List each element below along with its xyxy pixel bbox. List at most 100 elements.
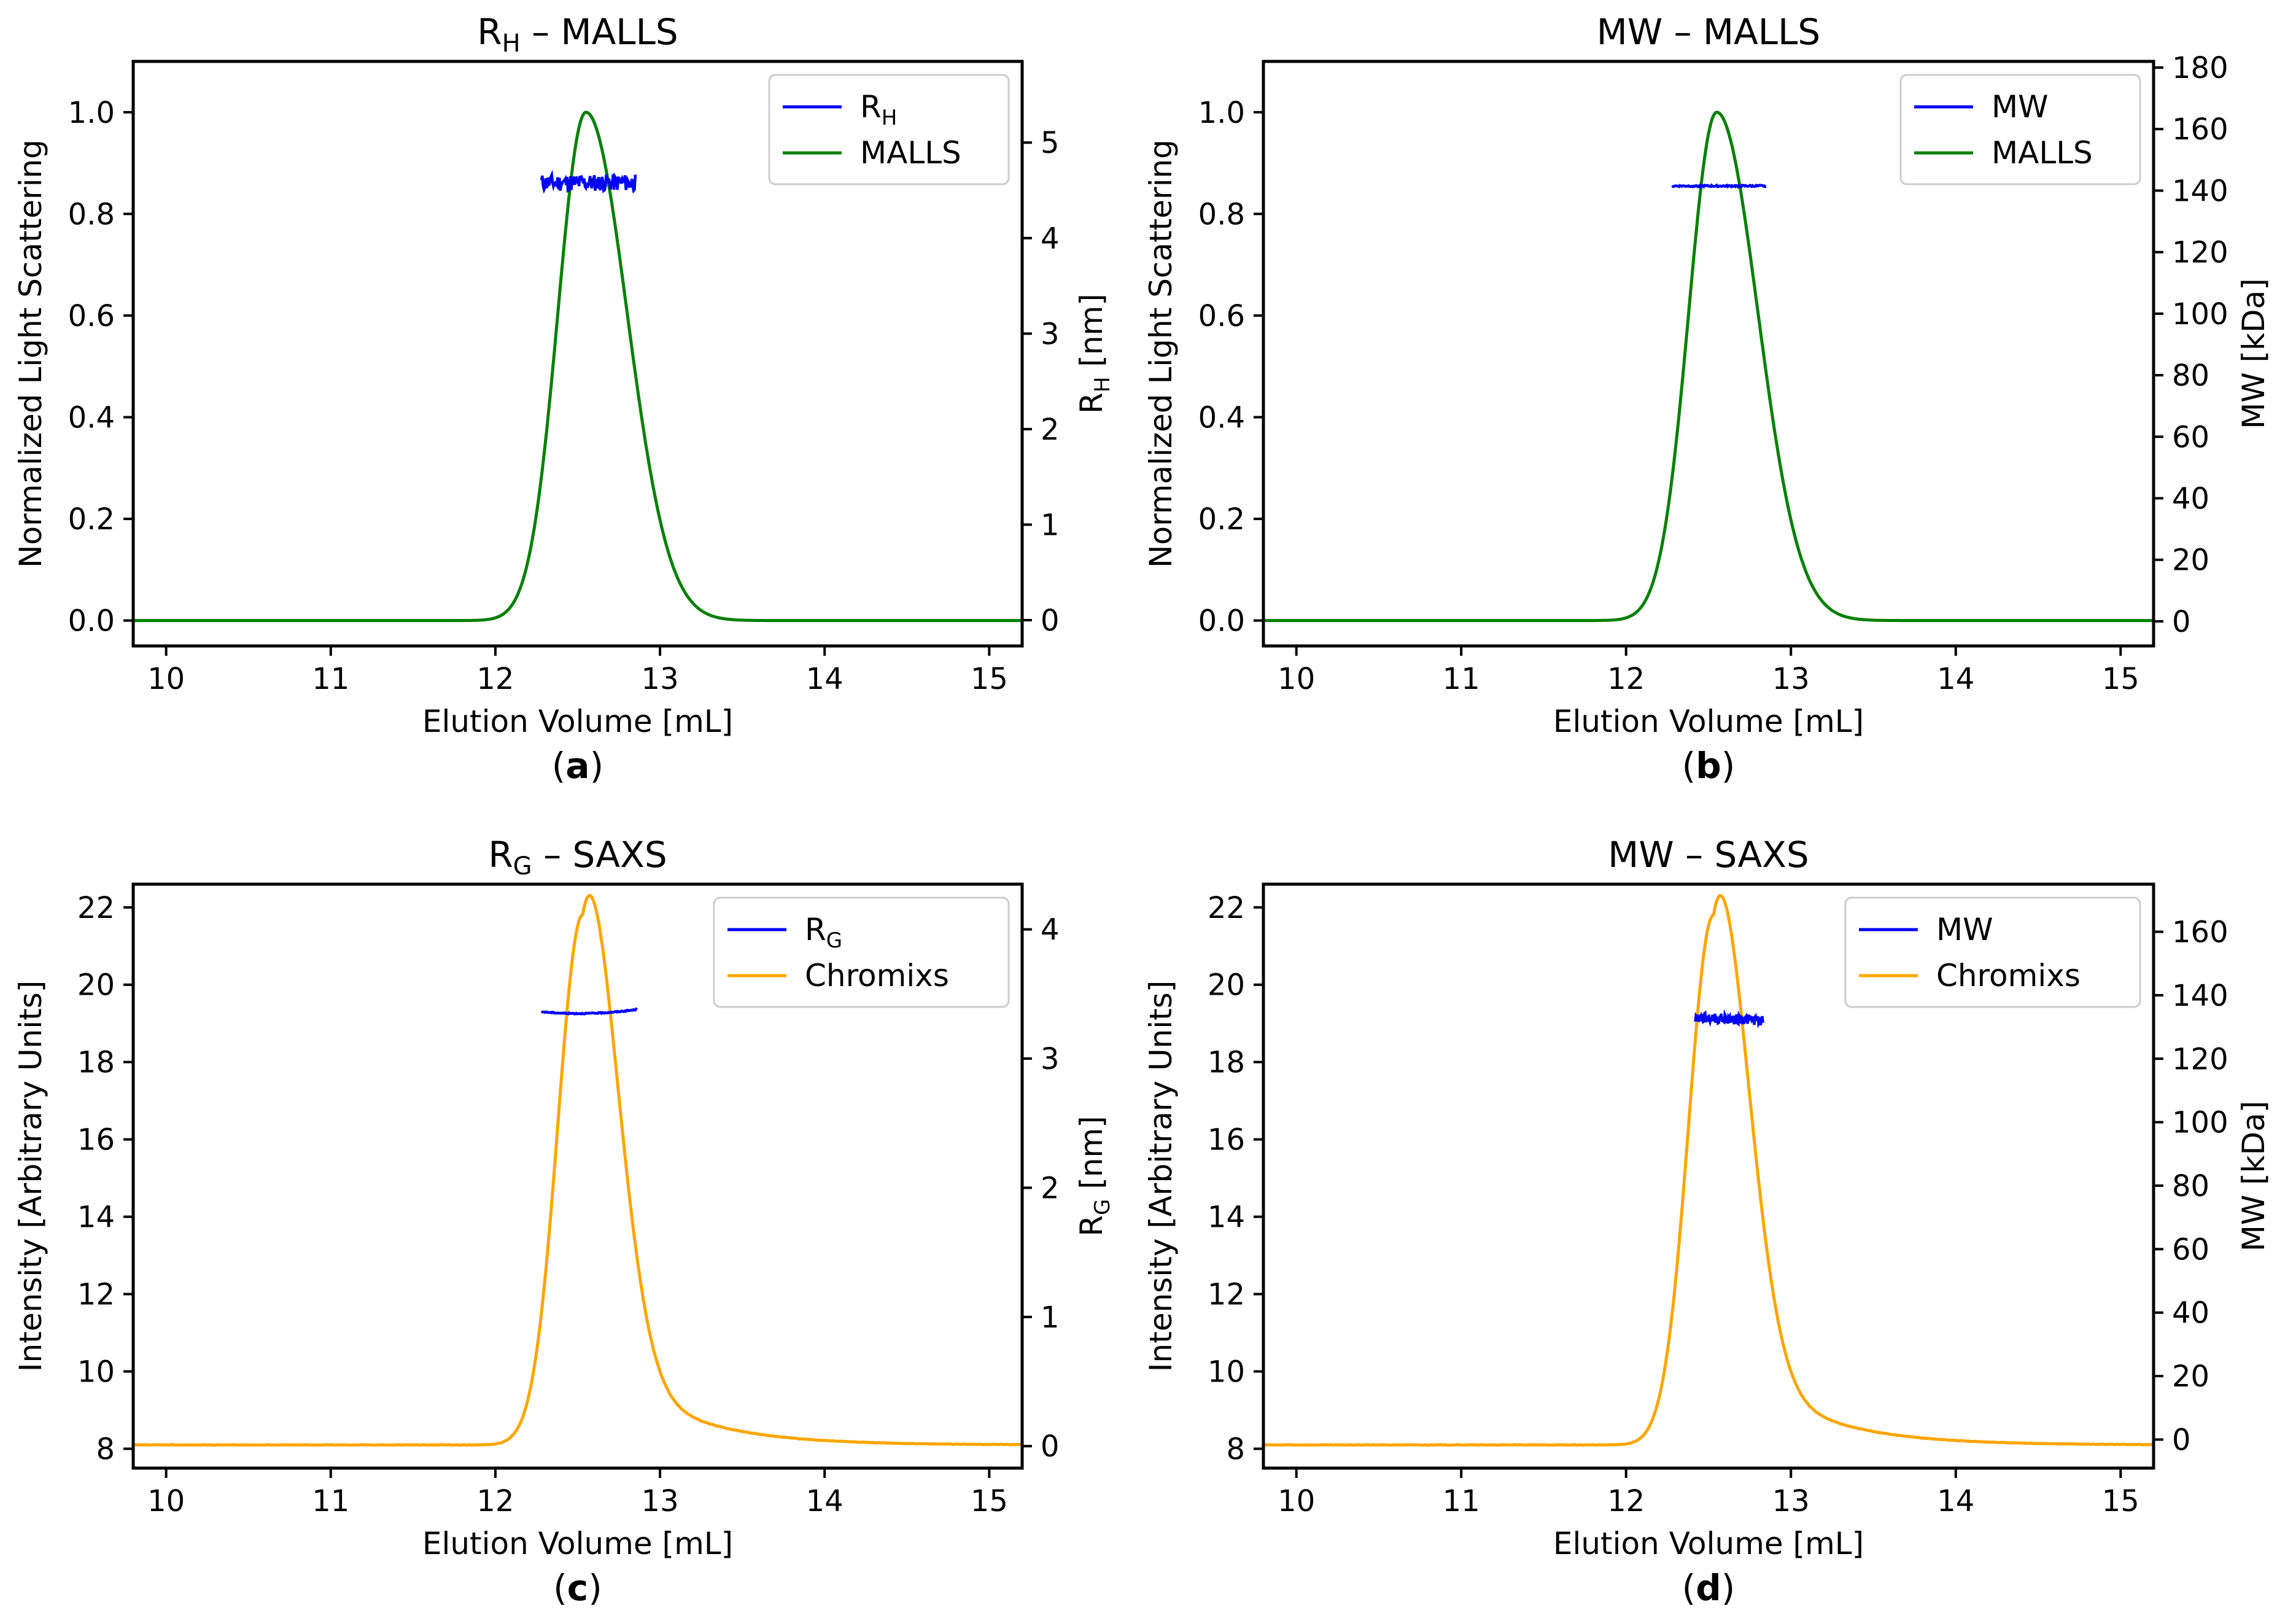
legend-label-main: Chromixs: [1936, 958, 2081, 993]
x-tick-label: 15: [971, 1484, 1008, 1518]
x-tick-label: 13: [642, 1484, 679, 1518]
y-tick-label: 1.0: [68, 96, 115, 130]
panel-caption: (a): [552, 745, 603, 787]
y2-tick-label: 2: [1041, 413, 1060, 447]
caption-letter: d: [1696, 1567, 1721, 1609]
x-tick-label: 15: [2102, 1484, 2139, 1518]
x-tick-label: 12: [476, 662, 514, 696]
series-rg-line: [540, 1007, 638, 1016]
legend-label-main: MW: [1936, 912, 1993, 947]
x-tick-label: 12: [1607, 1484, 1645, 1518]
caption-letter: a: [565, 745, 589, 787]
y2-tick-label: 80: [2172, 359, 2209, 393]
legend-label-main: MW: [1992, 89, 2049, 125]
x-tick-label: 13: [1772, 1484, 1810, 1518]
legend-label-sub: H: [882, 106, 898, 130]
x-tick-label: 10: [147, 1484, 185, 1518]
y2-tick-label: 20: [2172, 543, 2209, 578]
x-tick-label: 11: [312, 1484, 349, 1518]
y2-tick-label: 4: [1041, 913, 1060, 947]
y2-tick-label: 2: [1041, 1171, 1060, 1205]
y2-axis-label-sub: H: [1090, 376, 1115, 392]
y2-tick-label: 5: [1041, 126, 1060, 160]
legend-box: [768, 74, 1010, 185]
chart-title-sub: G: [513, 852, 532, 880]
series-malls-line: [133, 111, 1022, 623]
y2-tick-label: 120: [2172, 1042, 2228, 1076]
y-tick-label: 14: [1208, 1200, 1245, 1235]
chart-title-main: R: [477, 11, 502, 53]
caption-close: ): [588, 1567, 602, 1609]
y-tick-label: 12: [77, 1278, 115, 1312]
chart-title-sub: H: [502, 29, 521, 58]
y2-axis-label-main: MW [kDa]: [2236, 278, 2271, 429]
x-tick-label: 14: [1937, 662, 1974, 696]
caption-close: ): [1721, 1567, 1736, 1609]
axes-frame: [131, 882, 1024, 1470]
chart-title: MW – SAXS: [1608, 834, 1809, 876]
y2-tick-label: 140: [2172, 979, 2228, 1013]
y-tick-label: 18: [77, 1046, 115, 1080]
y-tick-label: 22: [77, 891, 115, 925]
legend-label: RG: [805, 912, 842, 953]
x-tick-label: 12: [1607, 662, 1645, 696]
y-tick-label: 0.6: [68, 299, 115, 333]
chart-title: RG – SAXS: [488, 834, 667, 880]
chart-title-main: MW – MALLS: [1597, 11, 1820, 53]
x-tick-label: 10: [1278, 662, 1315, 696]
panel-b: 10 11 12 13 14 15 0.0 0.2 0.4 0.6 0.8 1.0 0 20 40 60 80 1…: [1143, 11, 2271, 787]
y2-tick-label: 140: [2172, 174, 2228, 208]
series-malls-line: [1263, 111, 2154, 623]
series-mw-line: [1694, 1009, 1764, 1028]
x-tick-label: 12: [476, 1484, 514, 1518]
x-tick-label: 10: [147, 662, 185, 696]
x-tick-label: 14: [1937, 1484, 1974, 1518]
legend-label-main: Chromixs: [805, 958, 949, 993]
x-axis-label: Elution Volume [mL]: [422, 704, 733, 739]
legend-label: MW: [1936, 912, 1993, 947]
y-tick-label: 20: [77, 968, 115, 1003]
y2-tick-label: 180: [2172, 51, 2228, 85]
y2-tick-label: 20: [2172, 1359, 2209, 1394]
y-tick-label: 0.8: [68, 197, 115, 231]
y2-tick-label: 0: [2172, 1423, 2191, 1457]
y2-axis-label-rest: [nm]: [1074, 293, 1109, 376]
axes-frame: [131, 60, 1024, 648]
axes-frame: [1262, 882, 2155, 1470]
legend-label-main: MALLS: [860, 135, 961, 171]
panel-d: 10 11 12 13 14 15 8 10 12 14 16 18 20 22 0 20 40 60 80 100 1…: [1143, 834, 2271, 1609]
y-tick-label: 0.0: [68, 604, 115, 639]
x-axis-label: Elution Volume [mL]: [1553, 1526, 1864, 1561]
caption-open: (: [1682, 745, 1696, 787]
series-rh-line: [540, 169, 637, 194]
legend-label: MW: [1992, 89, 2049, 125]
y2-axis-label-main: R: [1074, 392, 1109, 414]
x-tick-label: 11: [312, 662, 349, 696]
y-axis-label: Normalized Light Scattering: [13, 139, 48, 568]
series-mw-line: [1671, 182, 1767, 189]
y2-tick-label: 1: [1041, 508, 1060, 542]
y2-tick-label: 40: [2172, 1296, 2209, 1331]
y-tick-label: 10: [1208, 1355, 1245, 1390]
chart-title-rest: – SAXS: [532, 834, 667, 876]
y-tick-label: 20: [1208, 968, 1245, 1003]
chart-title: RH – MALLS: [477, 11, 678, 58]
x-tick-label: 15: [2102, 662, 2139, 696]
y-axis-label: Normalized Light Scattering: [1143, 139, 1179, 568]
y-tick-label: 0.8: [1198, 197, 1245, 231]
axes-frame: [1262, 60, 2155, 648]
legend-label: Chromixs: [1936, 958, 2081, 993]
y2-tick-label: 100: [2172, 1106, 2228, 1140]
y-tick-label: 12: [1208, 1278, 1245, 1312]
legend-label-sub: G: [826, 928, 842, 953]
chart-title-rest: – MALLS: [521, 11, 678, 53]
y2-axis-label-sub: G: [1090, 1199, 1115, 1215]
y2-tick-label: 160: [2172, 915, 2228, 950]
y2-tick-label: 60: [2172, 1232, 2209, 1267]
x-tick-label: 13: [1772, 662, 1810, 696]
legend-label: RH: [860, 89, 897, 130]
y-tick-label: 16: [77, 1123, 115, 1157]
y-axis-label: Intensity [Arbitrary Units]: [13, 981, 48, 1372]
